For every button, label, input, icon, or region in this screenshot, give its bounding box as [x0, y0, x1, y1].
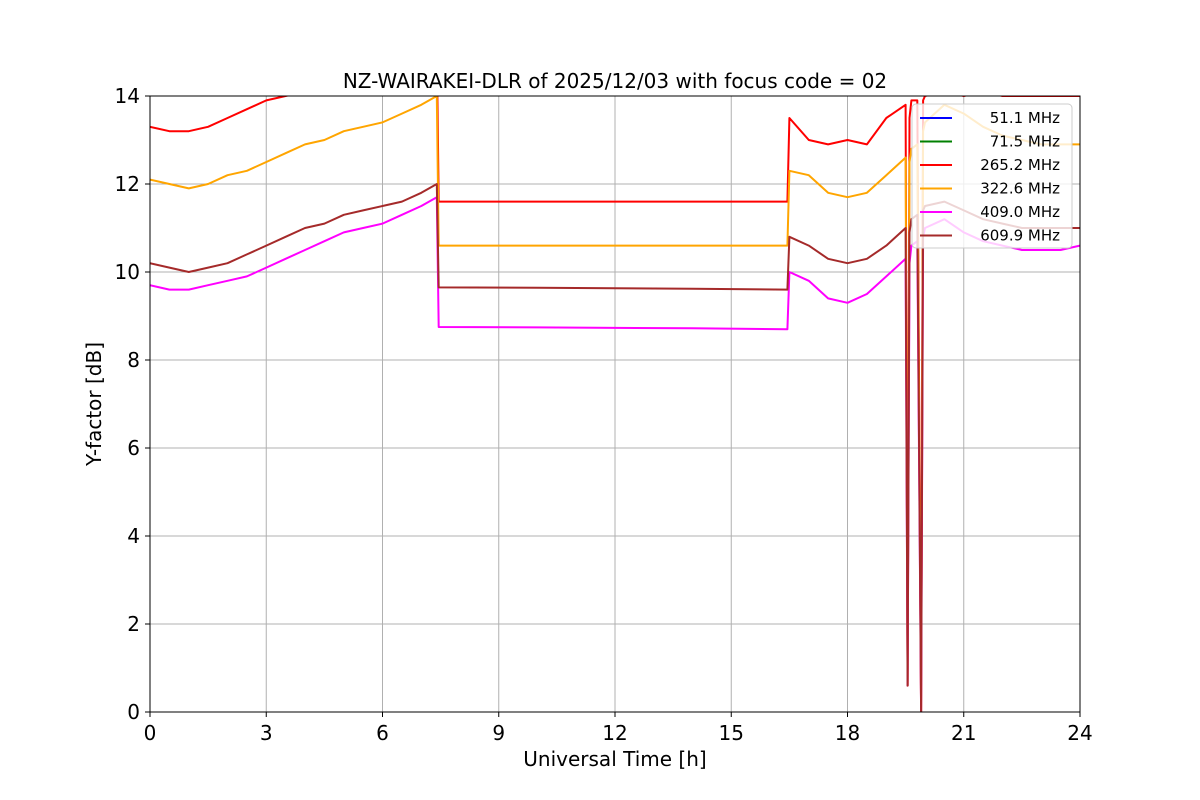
y-tick-label: 8 [127, 348, 140, 372]
y-tick-label: 4 [127, 524, 140, 548]
y-tick-label: 0 [127, 700, 140, 724]
x-tick-label: 21 [951, 721, 976, 745]
x-tick-label: 24 [1067, 721, 1092, 745]
x-tick-label: 18 [835, 721, 860, 745]
x-tick-label: 12 [602, 721, 627, 745]
legend-label-0: 51.1 MHz [990, 109, 1060, 127]
y-tick-label: 2 [127, 612, 140, 636]
y-tick-label: 14 [115, 84, 140, 108]
legend-label-5: 609.9 MHz [980, 227, 1060, 245]
x-axis: 0 3 6 9 12 15 18 21 24 [144, 712, 1093, 745]
legend: 51.1 MHz 71.5 MHz 265.2 MHz 322.6 MHz 409.0… [911, 103, 1073, 249]
x-tick-label: 0 [144, 721, 157, 745]
x-tick-label: 6 [376, 721, 389, 745]
legend-label-4: 409.0 MHz [980, 203, 1060, 221]
chart-title: NZ-WAIRAKEI-DLR of 2025/12/03 with focus… [343, 69, 887, 93]
x-tick-label: 9 [492, 721, 505, 745]
y-tick-label: 12 [115, 172, 140, 196]
x-tick-label: 3 [260, 721, 273, 745]
y-tick-label: 10 [115, 260, 140, 284]
y-tick-label: 6 [127, 436, 140, 460]
x-tick-label: 15 [719, 721, 744, 745]
y-axis: 0 2 4 6 8 10 12 14 [115, 84, 150, 724]
legend-label-2: 265.2 MHz [980, 156, 1060, 174]
legend-label-3: 322.6 MHz [980, 180, 1060, 198]
y-axis-label: Y-factor [dB] [82, 342, 106, 467]
series-line-2 [150, 96, 1080, 712]
x-axis-label: Universal Time [h] [523, 747, 706, 771]
legend-label-1: 71.5 MHz [990, 133, 1060, 151]
